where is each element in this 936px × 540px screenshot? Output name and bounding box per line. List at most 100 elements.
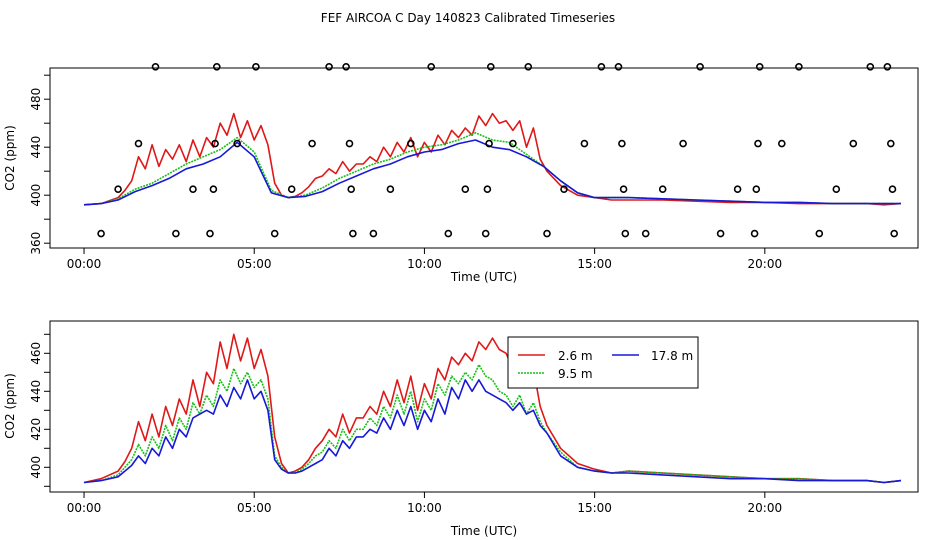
sample-point — [619, 185, 628, 193]
sample-point — [524, 63, 533, 71]
series-top — [83, 112, 902, 206]
sample-point — [483, 185, 492, 193]
sample-point — [369, 229, 378, 238]
x-axis-bottom: 00:00 05:00 10:00 15:00 20:00 — [67, 492, 782, 515]
legend-label-17-8m: 17.8 m — [651, 349, 693, 363]
x-tick-label-top: 15:00 — [577, 257, 612, 271]
series-line-17-8-m-bottom — [83, 379, 902, 484]
y-tick-label-top: 440 — [29, 136, 43, 159]
y-axis-bottom: 400 420 440 460 — [29, 333, 50, 487]
sample-point — [151, 63, 160, 71]
sample-point — [621, 229, 630, 238]
series-bottom — [83, 333, 902, 484]
sample-point — [233, 139, 241, 148]
x-tick-label-top: 10:00 — [407, 257, 442, 271]
sample-point — [886, 139, 895, 148]
legend-label-9-5m: 9.5 m — [558, 367, 593, 381]
x-tick-label-bottom: 10:00 — [407, 501, 442, 515]
y-axis-top: 360 400 440 480 — [29, 74, 50, 255]
sample-point — [308, 139, 316, 148]
series-line-9-5-m-top — [83, 132, 901, 206]
sample-point — [481, 229, 490, 238]
sample-point — [888, 185, 897, 193]
sample-point — [444, 229, 453, 238]
series-line-2-6-m-bottom — [83, 333, 902, 484]
sample-point — [213, 63, 221, 71]
legend-label-2-6m: 2.6 m — [558, 349, 593, 363]
series-line-17-8-m-top — [83, 139, 901, 206]
y-axis-label-top: CO2 (ppm) — [3, 125, 17, 191]
x-axis-label-bottom: Time (UTC) — [450, 524, 517, 538]
x-axis-top: 00:00 05:00 10:00 15:00 20:00 — [67, 248, 782, 271]
sample-point — [560, 185, 568, 193]
sample-point — [509, 139, 517, 148]
sample-point — [754, 139, 762, 148]
sample-point — [658, 185, 667, 193]
sample-point — [287, 185, 296, 193]
y-tick-label-top: 400 — [29, 184, 43, 207]
x-axis-label-top: Time (UTC) — [450, 270, 517, 284]
sample-point — [406, 139, 415, 148]
legend: 2.6 m 17.8 m 9.5 m — [507, 336, 699, 389]
sample-point — [849, 139, 858, 148]
sample-point — [325, 63, 333, 71]
sample-point — [211, 139, 219, 148]
sample-point — [347, 185, 356, 193]
sample-point — [815, 229, 824, 238]
sample-point — [349, 229, 357, 238]
sample-point — [890, 229, 899, 238]
sample-point — [485, 139, 493, 148]
sample-point — [618, 139, 626, 148]
panel-bottom: 400 420 440 460 00:00 05:00 10:00 15:00 20:00 T… — [3, 320, 919, 538]
sample-point — [461, 185, 470, 193]
y-tick-label-top: 480 — [29, 88, 43, 111]
sample-point — [795, 63, 803, 71]
plot-frame-top — [49, 67, 919, 249]
y-axis-label-bottom: CO2 (ppm) — [3, 373, 17, 439]
x-tick-label-bottom: 15:00 — [577, 501, 612, 515]
sample-point — [750, 229, 759, 238]
sample-point — [716, 229, 725, 238]
x-tick-label-top: 20:00 — [748, 257, 783, 271]
sample-point — [114, 185, 122, 193]
sample-point — [832, 185, 841, 193]
sample-points-top — [97, 63, 899, 238]
figure-title: FEF AIRCOA C Day 140823 Calibrated Times… — [321, 11, 615, 25]
sample-point — [597, 63, 606, 71]
y-tick-label-bottom: 440 — [29, 380, 43, 403]
sample-point — [777, 139, 786, 148]
sample-point — [641, 229, 650, 238]
sample-point — [486, 63, 495, 71]
sample-point — [270, 229, 279, 238]
sample-point — [580, 139, 589, 148]
sample-point — [252, 63, 260, 71]
sample-point — [866, 63, 875, 71]
x-tick-label-top: 05:00 — [237, 257, 272, 271]
sample-point — [543, 229, 551, 238]
y-tick-label-bottom: 460 — [29, 342, 43, 365]
sample-point — [172, 229, 180, 238]
x-tick-label-bottom: 00:00 — [67, 501, 102, 515]
legend-box — [507, 336, 699, 389]
x-tick-label-top: 00:00 — [67, 257, 102, 271]
sample-point — [883, 63, 892, 71]
sample-point — [209, 185, 218, 193]
sample-point — [614, 63, 623, 71]
sample-point — [134, 139, 143, 148]
x-tick-label-bottom: 20:00 — [748, 501, 783, 515]
sample-point — [206, 229, 214, 238]
sample-point — [342, 63, 350, 71]
panel-top: 360 400 440 480 00:00 05:00 10:00 15:00 20:00 T… — [3, 63, 919, 284]
sample-point — [752, 185, 761, 193]
sample-point — [189, 185, 197, 193]
y-tick-label-bottom: 420 — [29, 418, 43, 441]
sample-point — [427, 63, 436, 71]
sample-point — [386, 185, 395, 193]
y-tick-label-top: 360 — [29, 232, 43, 255]
sample-point — [696, 63, 704, 71]
sample-point — [755, 63, 764, 71]
sample-point — [345, 139, 354, 148]
series-line-9-5-m-bottom — [83, 363, 902, 484]
sample-point — [679, 139, 687, 148]
